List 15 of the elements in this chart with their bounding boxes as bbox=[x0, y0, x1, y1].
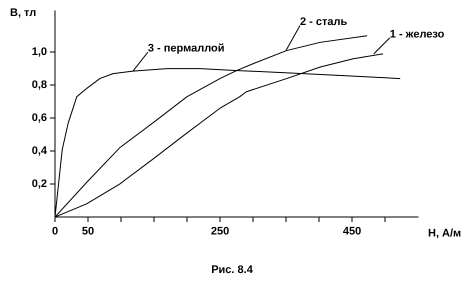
x-axis-title: H, А/м bbox=[428, 228, 462, 240]
annotation: 3 - пермаллой bbox=[148, 42, 225, 55]
x-tick-label: 50 bbox=[82, 226, 94, 238]
annotation: 1 - железо bbox=[390, 28, 445, 40]
x-tick-label: 250 bbox=[210, 226, 230, 238]
annotation: 2 - сталь bbox=[300, 16, 348, 28]
y-tick-label: 0,6 bbox=[32, 112, 47, 124]
text: Рис. 8.4 bbox=[211, 264, 254, 276]
y-tick-label: 0,2 bbox=[32, 178, 47, 190]
y-tick-label: 0,4 bbox=[32, 145, 48, 158]
y-tick-label: 0,8 bbox=[32, 79, 47, 92]
y-axis-title: B, тл bbox=[10, 7, 36, 20]
x-tick-label: 0 bbox=[52, 226, 58, 238]
x-tick-label: 450 bbox=[342, 226, 362, 238]
y-tick-label: 1,0 bbox=[32, 46, 47, 58]
